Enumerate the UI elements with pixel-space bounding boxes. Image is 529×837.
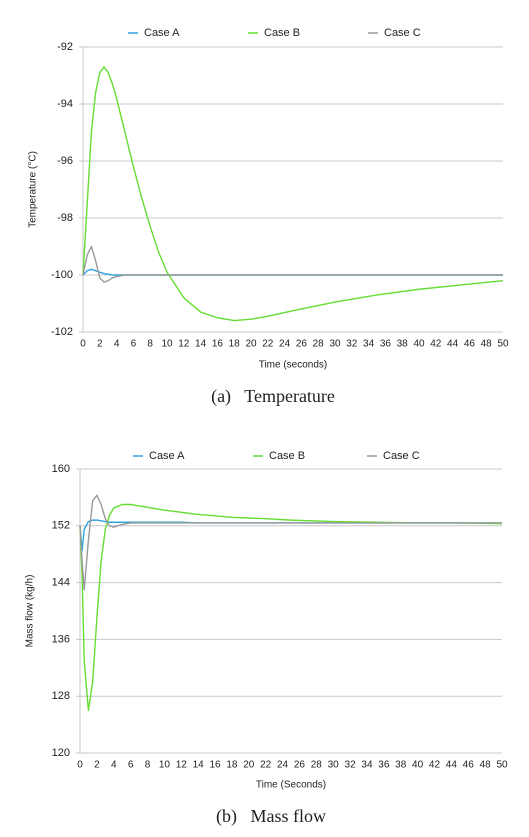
x-tick-label: 6 (128, 760, 134, 771)
x-axis-label: Time (seconds) (259, 360, 328, 371)
legend-label: Case C (384, 27, 421, 39)
y-tick-label: 128 (52, 690, 70, 702)
x-tick-label: 14 (195, 339, 207, 350)
x-tick-label: 12 (178, 339, 190, 350)
x-tick-label: 50 (496, 760, 508, 771)
x-tick-label: 38 (395, 760, 407, 771)
x-tick-label: 34 (363, 339, 375, 350)
x-tick-label: 6 (131, 339, 137, 350)
x-tick-label: 8 (145, 760, 151, 771)
x-tick-label: 24 (279, 339, 291, 350)
x-tick-label: 40 (412, 760, 424, 771)
legend-label: Case A (149, 450, 185, 462)
x-tick-label: 36 (378, 760, 390, 771)
y-axis-label: Mass flow (kg/h) (25, 575, 36, 648)
y-tick-label: 152 (52, 520, 70, 532)
y-tick-label: -98 (57, 212, 73, 224)
y-tick-label: -102 (51, 326, 73, 338)
x-tick-label: 36 (380, 339, 392, 350)
y-tick-label: -94 (57, 98, 73, 110)
x-tick-label: 18 (226, 760, 238, 771)
x-tick-label: 40 (413, 339, 425, 350)
x-tick-label: 34 (361, 760, 373, 771)
x-tick-label: 42 (429, 760, 441, 771)
x-tick-label: 38 (397, 339, 409, 350)
x-tick-label: 2 (97, 339, 103, 350)
y-tick-label: 144 (52, 577, 70, 589)
x-tick-label: 46 (463, 760, 475, 771)
y-tick-label: -96 (57, 155, 73, 167)
y-tick-label: 136 (52, 633, 70, 645)
x-tick-label: 28 (311, 760, 323, 771)
data-line (79, 494, 502, 591)
x-tick-label: 30 (329, 339, 341, 350)
x-tick-label: 18 (229, 339, 241, 350)
y-tick-label: 160 (52, 463, 70, 475)
x-tick-label: 42 (430, 339, 442, 350)
x-tick-label: 30 (328, 760, 340, 771)
legend-label: Case B (264, 27, 300, 39)
x-tick-label: 44 (447, 339, 459, 350)
y-axis-label: Temperature (°C) (28, 151, 39, 228)
x-tick-label: 20 (243, 760, 255, 771)
x-tick-label: 26 (296, 339, 308, 350)
y-tick-label: -100 (51, 269, 73, 281)
x-tick-label: 32 (346, 339, 358, 350)
legend-label: Case A (144, 27, 180, 39)
x-tick-label: 32 (345, 760, 357, 771)
x-tick-label: 46 (464, 339, 476, 350)
data-line (79, 503, 503, 712)
x-tick-label: 48 (481, 339, 493, 350)
data-line (82, 66, 504, 322)
x-tick-label: 16 (212, 339, 224, 350)
x-tick-label: 14 (193, 760, 205, 771)
x-tick-label: 8 (147, 339, 153, 350)
x-tick-label: 16 (209, 760, 221, 771)
y-tick-label: -92 (57, 41, 73, 53)
x-tick-label: 22 (260, 760, 272, 771)
x-tick-label: 12 (176, 760, 188, 771)
x-tick-label: 22 (262, 339, 274, 350)
x-tick-label: 48 (480, 760, 492, 771)
caption: (a) Temperature (211, 386, 335, 407)
legend-label: Case C (383, 450, 420, 462)
data-line (82, 268, 503, 276)
x-tick-label: 0 (80, 339, 86, 350)
y-tick-label: 120 (52, 747, 70, 759)
x-tick-label: 10 (159, 760, 171, 771)
x-tick-label: 50 (497, 339, 509, 350)
x-tick-label: 24 (277, 760, 289, 771)
x-tick-label: 26 (294, 760, 306, 771)
x-tick-label: 10 (161, 339, 173, 350)
x-tick-label: 4 (111, 760, 117, 771)
x-tick-label: 2 (94, 760, 100, 771)
x-tick-label: 28 (313, 339, 325, 350)
x-tick-label: 20 (245, 339, 257, 350)
x-tick-label: 44 (446, 760, 458, 771)
x-tick-label: 0 (77, 760, 83, 771)
x-tick-label: 4 (114, 339, 120, 350)
x-axis-label: Time (Seconds) (256, 780, 326, 791)
legend-label: Case B (269, 450, 305, 462)
caption: (b) Mass flow (216, 806, 326, 827)
data-line (79, 519, 502, 552)
data-line (82, 245, 503, 283)
